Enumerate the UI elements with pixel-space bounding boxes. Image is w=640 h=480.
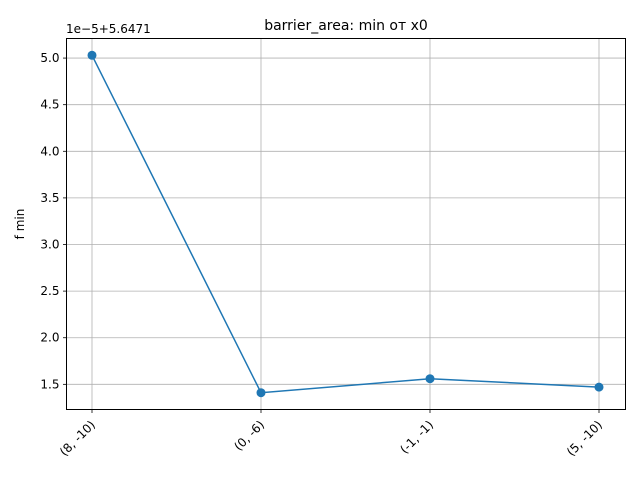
series-line	[91, 54, 600, 394]
y-axis-label: f min	[13, 209, 27, 240]
y-tick-label: 3.5	[40, 191, 59, 205]
data-point	[425, 374, 435, 384]
data-point	[256, 388, 266, 398]
grid-layer	[66, 38, 626, 410]
y-tick-label: 5.0	[40, 51, 59, 65]
y-axis-offset-label: 1e−5+5.6471	[66, 22, 151, 36]
plot-area-frame	[66, 38, 626, 410]
y-tick-label: 2.5	[40, 284, 59, 298]
series-layer	[87, 50, 604, 398]
y-tick-label: 3.0	[40, 238, 59, 252]
chart-title: barrier_area: min от x0	[264, 18, 428, 34]
y-tick-label: 2.0	[40, 331, 59, 345]
data-point	[87, 50, 97, 60]
y-tick-label: 1.5	[40, 377, 59, 391]
y-tick-label: 4.5	[40, 98, 59, 112]
data-point	[594, 382, 604, 392]
y-tick-label: 4.0	[40, 144, 59, 158]
